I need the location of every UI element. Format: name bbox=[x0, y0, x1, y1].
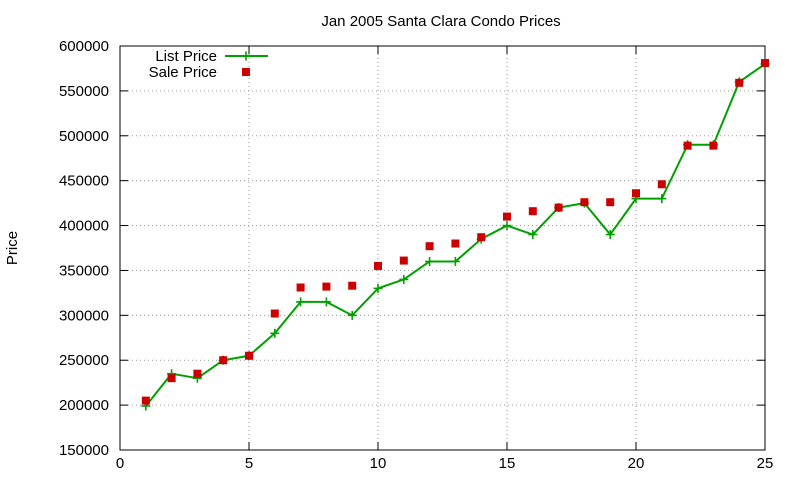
y-tick-label: 450000 bbox=[59, 173, 109, 190]
list-price-point bbox=[296, 297, 306, 307]
sale-price-point bbox=[554, 203, 563, 212]
list-price-point bbox=[373, 283, 383, 293]
sale-price-point bbox=[296, 283, 305, 292]
series-sale-price bbox=[141, 59, 769, 405]
sale-price-point bbox=[657, 180, 666, 189]
sale-price-point bbox=[580, 198, 589, 207]
sale-price-point bbox=[245, 351, 253, 360]
legend: List Price Sale Price bbox=[149, 48, 268, 81]
x-tick-label: 15 bbox=[499, 455, 516, 472]
tick-marks bbox=[119, 45, 766, 451]
y-tick-label: 550000 bbox=[59, 83, 109, 100]
y-tick-label: 350000 bbox=[59, 262, 109, 279]
sale-price-point bbox=[141, 396, 150, 405]
y-tick-label: 400000 bbox=[59, 218, 109, 235]
list-price-line bbox=[145, 63, 766, 407]
x-tick-label: 10 bbox=[370, 455, 387, 472]
list-price-point bbox=[347, 310, 357, 320]
y-tick-label: 500000 bbox=[59, 128, 109, 145]
sale-price-point bbox=[503, 212, 511, 221]
sale-price-point bbox=[451, 239, 460, 248]
y-tick-label: 250000 bbox=[59, 352, 109, 369]
y-tick-labels: 150000 200000 250000 300000 350000 400000 4500… bbox=[59, 38, 109, 459]
sale-price-point bbox=[683, 141, 692, 150]
grid bbox=[120, 46, 765, 450]
sale-price-point bbox=[399, 256, 408, 265]
sale-price-point bbox=[477, 233, 486, 242]
y-axis-label: Price bbox=[4, 231, 21, 265]
list-price-point bbox=[502, 221, 512, 231]
list-price-point bbox=[425, 256, 435, 266]
sale-price-point bbox=[632, 189, 640, 198]
list-price-point bbox=[605, 230, 615, 240]
list-price-point bbox=[450, 256, 460, 266]
list-price-point bbox=[270, 328, 280, 338]
list-price-point bbox=[399, 274, 409, 284]
x-tick-label: 0 bbox=[116, 455, 124, 472]
sale-price-point bbox=[348, 281, 357, 290]
chart-title: Jan 2005 Santa Clara Condo Prices bbox=[321, 13, 560, 30]
x-tick-label: 5 bbox=[245, 455, 253, 472]
y-tick-label: 300000 bbox=[59, 307, 109, 324]
x-tick-label: 25 bbox=[757, 455, 774, 472]
sale-price-point bbox=[270, 309, 279, 318]
y-tick-label: 200000 bbox=[59, 397, 109, 414]
sale-price-point bbox=[167, 374, 176, 383]
sale-price-point bbox=[425, 242, 434, 251]
y-tick-label: 150000 bbox=[59, 442, 109, 459]
y-tick-label: 600000 bbox=[59, 38, 109, 55]
sale-price-point bbox=[761, 59, 769, 68]
sale-price-point bbox=[219, 356, 228, 365]
list-price-point bbox=[528, 230, 538, 240]
list-price-point bbox=[321, 297, 331, 307]
x-tick-label: 20 bbox=[628, 455, 645, 472]
sale-price-point bbox=[374, 261, 382, 270]
legend-label-list-price: List Price bbox=[155, 48, 217, 65]
plot-frame bbox=[119, 45, 766, 451]
sale-price-point bbox=[709, 141, 718, 150]
legend-label-sale-price: Sale Price bbox=[149, 64, 217, 81]
sale-price-point bbox=[322, 282, 331, 291]
sale-price-point bbox=[606, 198, 615, 207]
list-price-point bbox=[657, 194, 667, 204]
legend-marker-sale-price bbox=[242, 68, 250, 76]
sale-price-point bbox=[528, 207, 537, 216]
sale-price-point bbox=[735, 78, 744, 87]
legend-marker-list-price bbox=[241, 51, 251, 61]
sale-price-point bbox=[193, 369, 202, 378]
x-tick-labels: 0 5 10 15 20 25 bbox=[116, 455, 774, 472]
series-list-price bbox=[141, 59, 770, 411]
